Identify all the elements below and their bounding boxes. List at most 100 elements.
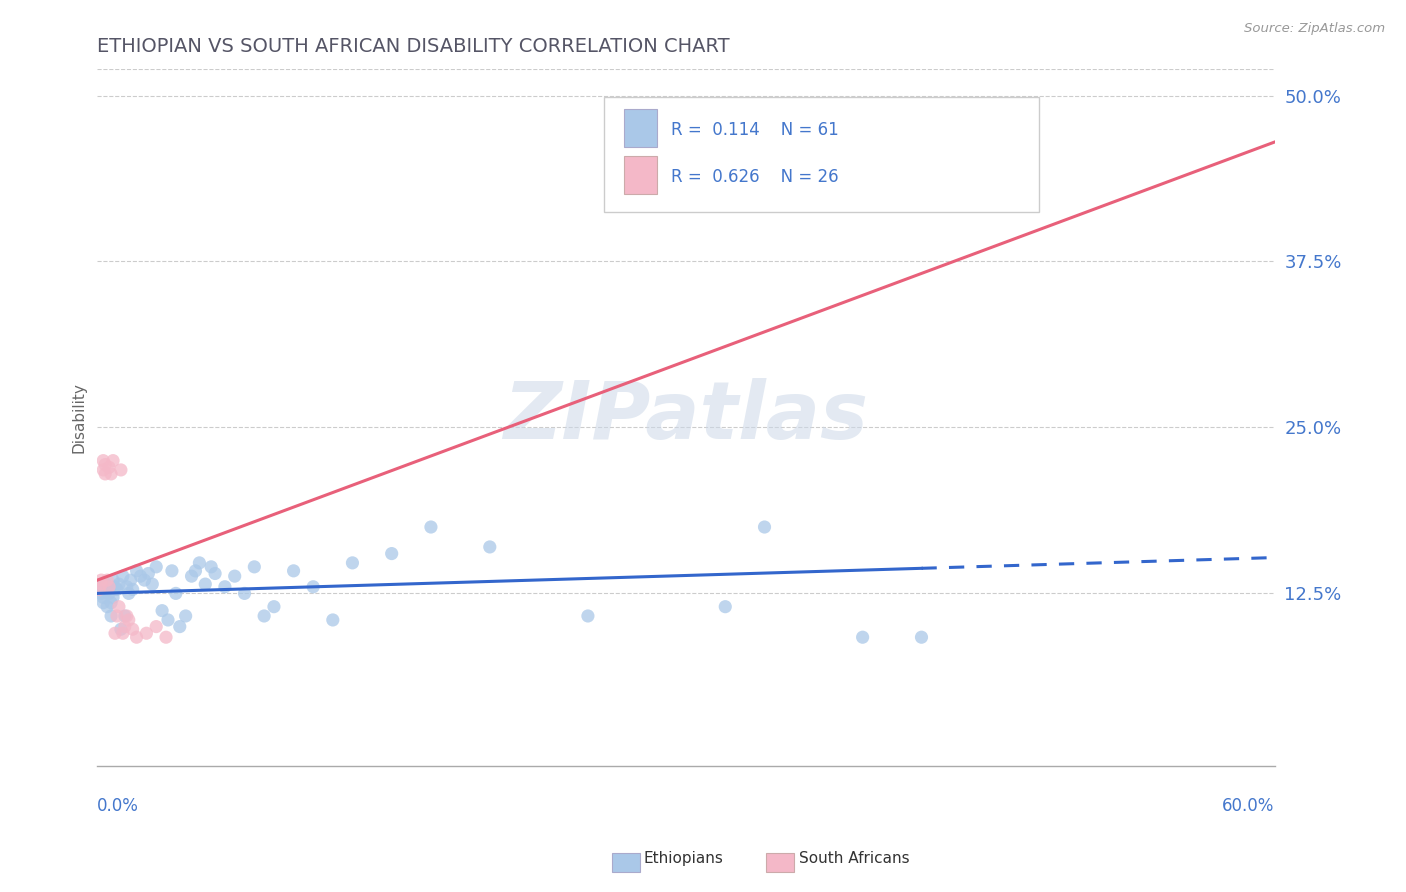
Point [243,559,266,574]
Point [125,630,148,644]
Text: ZIPatlas: ZIPatlas [503,378,869,457]
Point [138,566,160,581]
Text: Source: ZipAtlas.com: Source: ZipAtlas.com [1244,22,1385,36]
Point [111,569,134,583]
Text: South Africans: South Africans [799,851,910,865]
Text: 60.0%: 60.0% [1222,797,1275,814]
Point [253,609,276,624]
Point [120,573,142,587]
Point [98,582,121,597]
Point [90,586,112,600]
Point [141,577,163,591]
Point [419,520,441,534]
Point [108,599,131,614]
Bar [624,109,657,147]
Point [98,586,121,600]
Point [184,564,207,578]
Point [89,582,111,597]
Point [194,577,217,591]
Point [96,573,118,587]
Point [94,577,117,591]
Point [121,582,143,597]
Point [94,582,117,597]
Y-axis label: Disability: Disability [72,382,86,453]
Point [200,559,222,574]
Point [104,580,127,594]
Point [91,463,114,477]
Point [214,580,236,594]
Point [90,577,112,591]
Point [91,453,114,467]
Text: R =  0.114    N = 61: R = 0.114 N = 61 [671,120,838,138]
Point [263,599,285,614]
Point [381,547,404,561]
Point [125,564,148,578]
Point [910,630,932,644]
Point [342,556,364,570]
Point [156,613,179,627]
Point [101,591,124,605]
Point [754,520,776,534]
Point [96,599,118,614]
Point [576,609,599,624]
Point [100,596,122,610]
Point [89,582,111,597]
Point [90,573,112,587]
Text: ETHIOPIAN VS SOUTH AFRICAN DISABILITY CORRELATION CHART: ETHIOPIAN VS SOUTH AFRICAN DISABILITY CO… [97,37,730,56]
Point [852,630,875,644]
Point [283,564,305,578]
Point [90,580,112,594]
FancyBboxPatch shape [603,97,1039,212]
Text: 0.0%: 0.0% [97,797,139,814]
Point [94,467,117,481]
Point [169,619,191,633]
Point [94,458,117,472]
Point [224,569,246,583]
Point [204,566,226,581]
Point [100,609,122,624]
Point [104,626,127,640]
Point [322,613,344,627]
Point [110,463,132,477]
Point [134,573,156,587]
Point [121,622,143,636]
Text: R =  0.626    N = 26: R = 0.626 N = 26 [671,168,838,186]
Point [165,586,187,600]
Point [478,540,501,554]
Point [114,619,136,633]
Point [101,453,124,467]
Point [105,609,128,624]
Point [98,580,121,594]
Point [180,569,202,583]
Point [96,580,118,594]
Point [188,556,211,570]
Bar [624,156,657,194]
Point [91,591,114,605]
Point [114,609,136,624]
Point [115,609,138,624]
Point [145,619,167,633]
Point [145,559,167,574]
Point [714,599,737,614]
Point [100,467,122,481]
Point [233,586,256,600]
Point [118,613,141,627]
Point [929,181,952,195]
Point [115,580,138,594]
Point [98,460,121,475]
Point [174,609,197,624]
Point [110,622,132,636]
Point [150,604,173,618]
Point [101,573,124,587]
Point [302,580,325,594]
Point [108,577,131,591]
Point [160,564,183,578]
Point [118,586,141,600]
Point [129,569,152,583]
Point [135,626,157,640]
Point [105,582,128,597]
Point [111,626,134,640]
Point [91,596,114,610]
Text: Ethiopians: Ethiopians [644,851,724,865]
Point [155,630,177,644]
